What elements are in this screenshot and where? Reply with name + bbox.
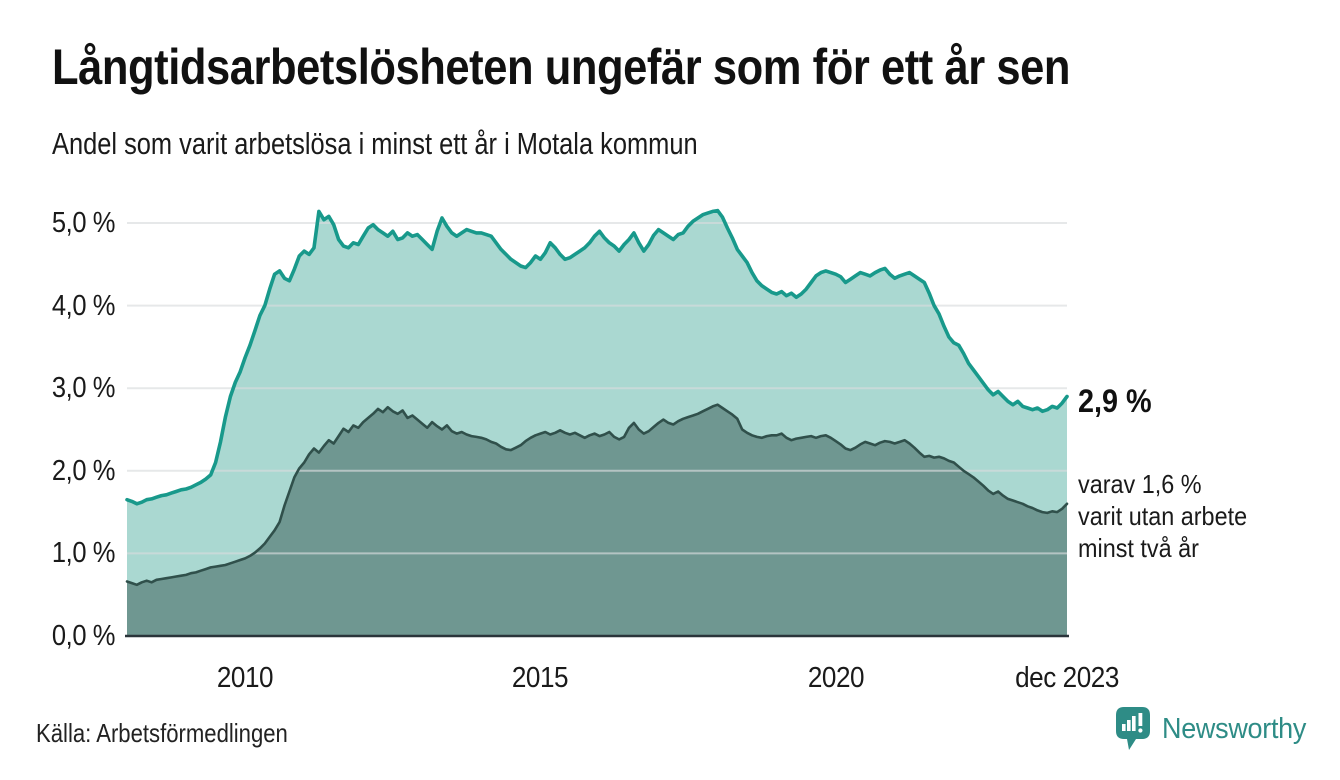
x-axis-label: 2010 xyxy=(216,662,274,694)
page-title: Långtidsarbetslösheten ungefär som för e… xyxy=(52,39,1071,95)
note-line-3: minst två år xyxy=(1078,533,1199,563)
newsworthy-logo-lockup: Newsworthy xyxy=(1115,706,1317,752)
logo-bar-3 xyxy=(1132,716,1136,731)
note-line-2: varit utan arbete xyxy=(1078,501,1248,531)
secondary-series-note: varav 1,6 % varit utan arbete minst två … xyxy=(1078,468,1247,564)
logo-bar-1 xyxy=(1122,724,1126,731)
logo-exclamation-bar xyxy=(1138,713,1143,726)
y-axis-label: 1,0 % xyxy=(51,537,116,570)
logo-bar-2 xyxy=(1127,720,1131,731)
x-axis-label: 2020 xyxy=(807,662,865,694)
latest-value-label: 2,9 % xyxy=(1078,383,1152,419)
newsworthy-wordmark: Newsworthy xyxy=(1162,712,1307,745)
chart-line-two-years xyxy=(125,403,1069,587)
chart-line-total xyxy=(125,208,1069,506)
y-axis-label: 4,0 % xyxy=(51,289,116,322)
newsworthy-logo-icon xyxy=(1116,707,1150,750)
x-axis-label: dec 2023 xyxy=(1015,662,1119,694)
source-label: Källa: Arbetsförmedlingen xyxy=(36,718,288,748)
x-axis-label: 2015 xyxy=(512,662,569,694)
y-axis-label: 3,0 % xyxy=(51,372,116,405)
logo-exclamation-dot xyxy=(1138,728,1143,733)
chart-area-two-years xyxy=(127,404,1067,636)
note-line-1: varav 1,6 % xyxy=(1078,469,1202,499)
y-axis-label: 2,0 % xyxy=(51,454,116,487)
y-axis-label: 5,0 % xyxy=(51,207,116,239)
chart-subtitle: Andel som varit arbetslösa i minst ett å… xyxy=(52,126,698,161)
y-axis-label: 0,0 % xyxy=(51,620,116,652)
